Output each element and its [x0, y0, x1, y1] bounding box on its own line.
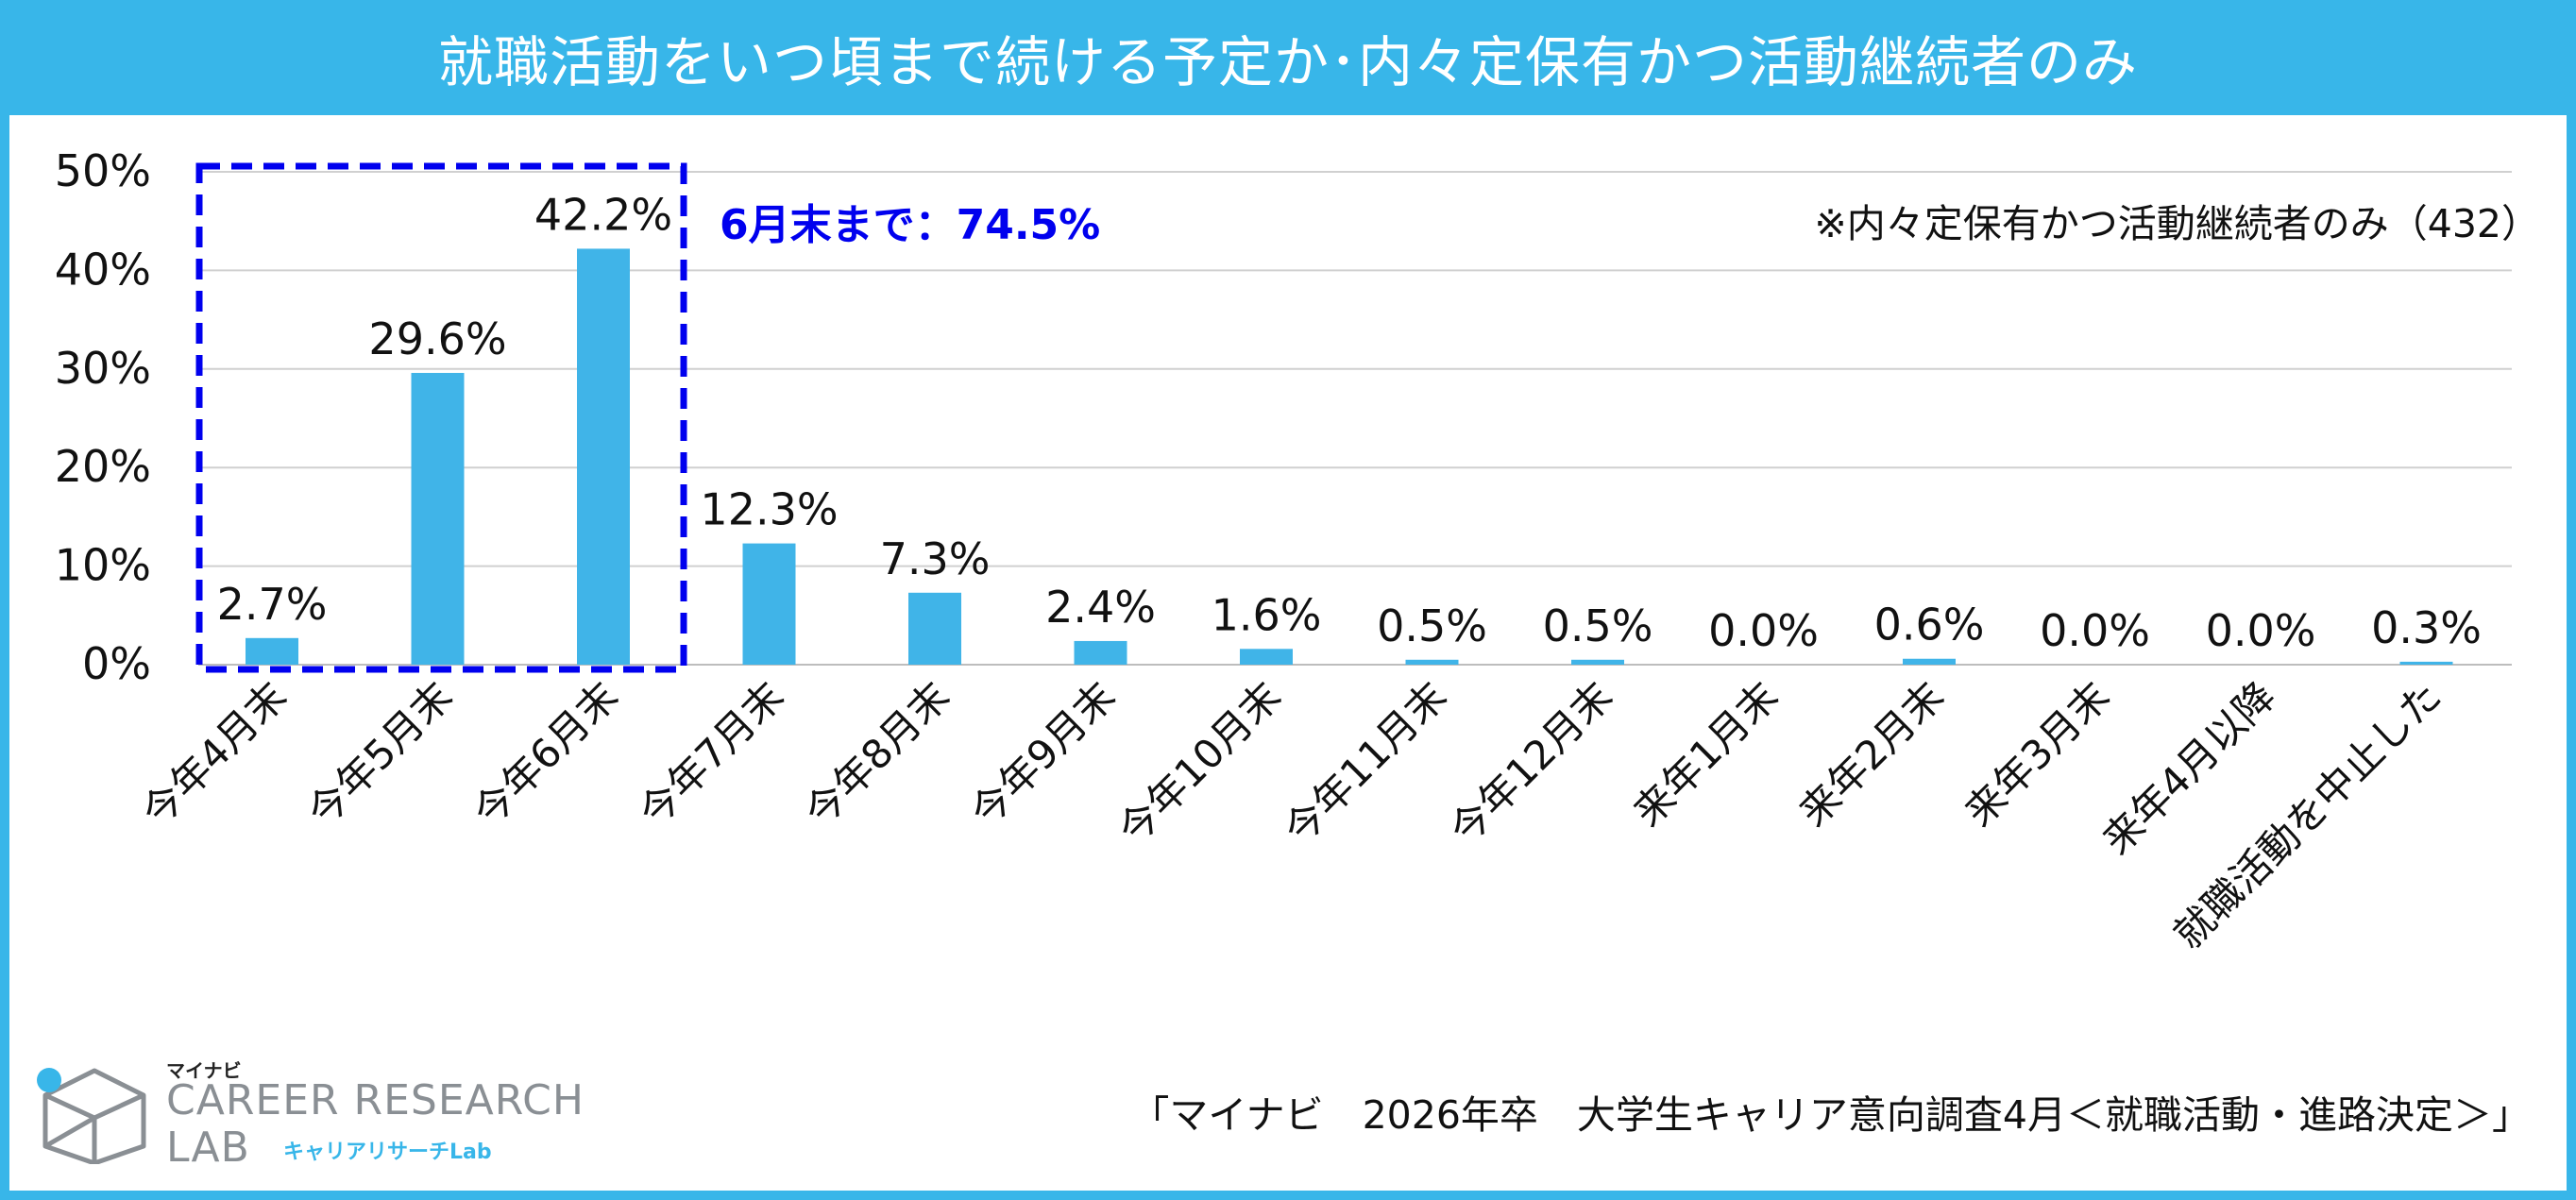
data-label: 0.6% [1874, 600, 1985, 651]
sample-note: ※内々定保有かつ活動継続者のみ（432） [1814, 201, 2540, 246]
data-label: 12.3% [700, 484, 838, 535]
x-category-label: 来年2月末 [1790, 672, 1953, 835]
y-tick-label: 40% [55, 244, 151, 295]
bar [2399, 661, 2453, 665]
data-label: 0.5% [1377, 600, 1487, 651]
bar [1571, 659, 1624, 665]
x-category-label: 来年3月末 [1956, 672, 2118, 835]
y-tick-label: 10% [55, 540, 151, 591]
data-label: 29.6% [368, 313, 506, 364]
data-label: 0.5% [1543, 600, 1653, 651]
career-research-lab-logo: マイナビ CAREER RESEARCH LAB キャリアリサーチLab [28, 1056, 595, 1172]
chart-title: 就職活動をいつ頃まで続ける予定か･内々定保有かつ活動継続者のみ [437, 30, 2138, 94]
bar [1074, 640, 1127, 665]
x-category-label: 今年11月末 [1275, 672, 1455, 853]
source-citation: 「マイナビ 2026年卒 大学生キャリア意向調査4月＜就職活動・進路決定＞」 [1130, 1092, 2531, 1138]
x-category-label: 今年12月末 [1441, 672, 1621, 853]
x-category-label: 今年4月末 [133, 672, 296, 835]
data-label: 0.0% [2206, 605, 2316, 656]
bar [577, 248, 630, 665]
bar [1240, 649, 1293, 665]
bar [742, 543, 796, 665]
logo-subtitle: キャリアリサーチLab [283, 1141, 492, 1164]
bar [411, 372, 465, 665]
highlight-box [195, 162, 687, 673]
x-category-label: 今年10月末 [1110, 672, 1290, 853]
data-label: 1.6% [1212, 589, 1322, 640]
bar [1903, 658, 1956, 665]
cube-logo-icon [37, 1068, 146, 1164]
data-label: 2.7% [217, 579, 328, 630]
data-label: 42.2% [534, 189, 672, 240]
y-tick-label: 50% [55, 145, 151, 196]
logo-brand-text: マイナビ [166, 1059, 242, 1082]
bar [908, 592, 961, 665]
data-label: 0.0% [1708, 605, 1819, 656]
highlight-summary-label: 6月末まで：74.5% [720, 201, 1101, 249]
data-label: 2.4% [1045, 582, 1156, 633]
x-category-label: 今年5月末 [298, 672, 461, 835]
x-category-label: 今年6月末 [465, 672, 627, 835]
y-tick-label: 30% [55, 343, 151, 394]
data-label: 7.3% [880, 533, 991, 584]
y-tick-label: 0% [82, 638, 151, 689]
logo-title-line2: LAB [166, 1124, 250, 1172]
logo-title-line1: CAREER RESEARCH [166, 1076, 585, 1124]
data-label: 0.0% [2040, 605, 2150, 656]
x-category-label: 今年8月末 [796, 672, 958, 835]
y-tick-label: 20% [55, 441, 151, 492]
bar [1405, 659, 1459, 665]
title-bar: 就職活動をいつ頃まで続ける予定か･内々定保有かつ活動継続者のみ [0, 0, 2576, 115]
x-category-label: 来年1月末 [1624, 672, 1787, 835]
data-label: 0.3% [2371, 602, 2482, 653]
x-category-label: 今年9月末 [961, 672, 1124, 835]
x-category-label: 今年7月末 [630, 672, 792, 835]
bar [246, 637, 298, 665]
